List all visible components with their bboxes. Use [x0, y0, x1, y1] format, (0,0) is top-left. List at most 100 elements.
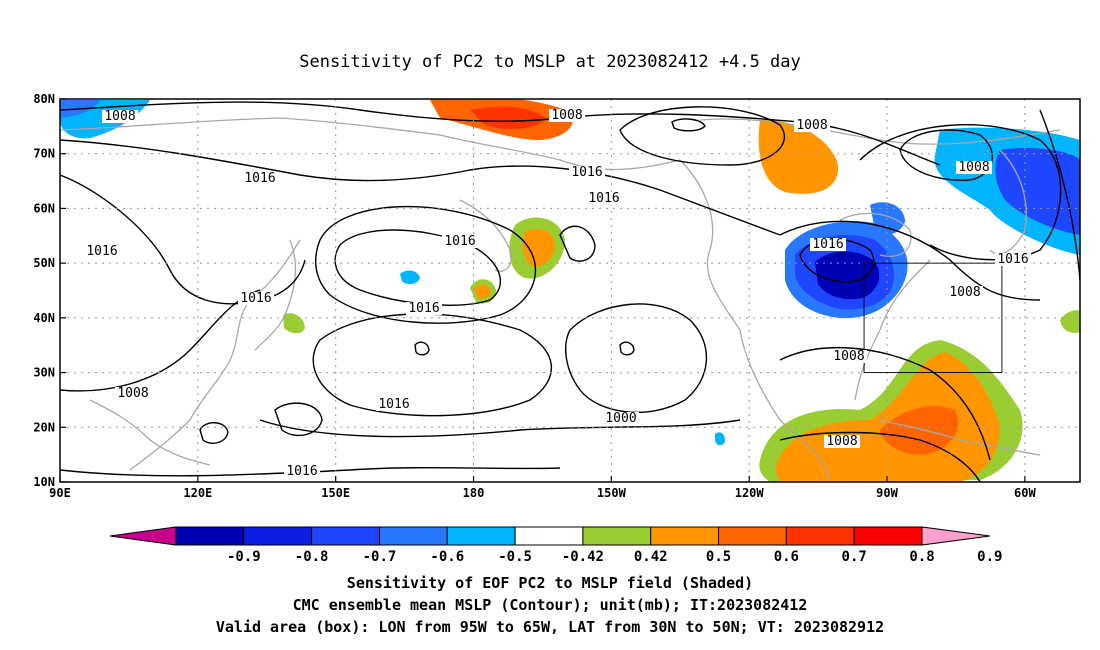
- contour-label: 1008: [104, 109, 135, 124]
- coastline-japan: [254, 239, 297, 351]
- coastlines: [60, 117, 1061, 481]
- contour-label-bg: [442, 235, 478, 248]
- coastline-kamchatka: [459, 199, 512, 272]
- contour-label-bg: [831, 350, 867, 363]
- map-frame: [59, 98, 1081, 483]
- positive-region-gulf-inner: [880, 406, 959, 455]
- contour-label: 1016: [408, 301, 439, 316]
- contour-1016-east-canada: [779, 220, 1041, 301]
- contour-label: 1000: [605, 411, 636, 426]
- axis-ticks: 90E 120E 150E 180 150W 120W 90W 60W 80N 70N 60N 50N…: [33, 92, 1036, 500]
- contour-label-bg: [238, 292, 274, 305]
- contour-1016-atlantic: [1039, 109, 1080, 281]
- colorbar-segment: [718, 526, 787, 546]
- gridlines: [60, 99, 1080, 482]
- contour-1016-aleutian: [314, 205, 537, 324]
- colorbar-tick-label: 0.6: [774, 549, 799, 565]
- contour-1008-tropical: [60, 467, 561, 477]
- negative-region-pacific-small: [400, 270, 420, 285]
- coastline-north-america: [739, 329, 831, 481]
- lon-tick-label: 120E: [183, 486, 212, 500]
- contour-label-bg: [995, 253, 1031, 266]
- contour-label: 1016: [244, 171, 275, 186]
- contour-label: 1016: [997, 252, 1028, 267]
- contour-label: 1016: [86, 244, 117, 259]
- contour-small-5: [671, 118, 706, 132]
- contour-label-bg: [569, 166, 605, 179]
- contour-label: 1008: [117, 386, 148, 401]
- positive-region-arctic-core: [470, 106, 545, 130]
- lat-tick-label: 10N: [33, 475, 55, 489]
- positive-region-kamchatka-core: [522, 228, 555, 267]
- colorbar-tick-label: -0.42: [562, 549, 604, 565]
- coastline-east-coast: [854, 259, 931, 401]
- colorbar-segment: [175, 526, 245, 546]
- contour-label: 1016: [444, 234, 475, 249]
- coastline-southeast-asia: [89, 399, 211, 466]
- contour-label-bg: [406, 302, 442, 315]
- mslp-contours: [60, 101, 1080, 482]
- colorbar-segment: [446, 526, 516, 546]
- contour-label-bg: [284, 465, 320, 478]
- colorbar-tick-label: 0.8: [909, 549, 934, 565]
- colorbar-segment: [582, 526, 652, 546]
- colorbar-segment: [378, 526, 448, 546]
- caption-line: CMC ensemble mean MSLP (Contour); unit(m…: [293, 596, 808, 614]
- contour-label-bg: [824, 435, 860, 448]
- lon-tick-label: 90W: [876, 486, 898, 500]
- contour-1008-asia: [60, 289, 261, 392]
- lat-tick-label: 50N: [33, 256, 55, 270]
- contour-1008-gulf: [779, 431, 981, 482]
- contour-label: 1016: [378, 397, 409, 412]
- lon-tick-label: 90E: [49, 486, 71, 500]
- valid-area-box: [863, 262, 1003, 374]
- contour-label-bg: [956, 161, 992, 174]
- contour-label-bg: [115, 387, 151, 400]
- contour-label: 1008: [958, 160, 989, 175]
- contour-small-3: [619, 341, 635, 356]
- positive-region-alaska: [758, 119, 839, 194]
- contour-1008-aleutian: [334, 229, 501, 306]
- contour-label-bg: [102, 110, 138, 123]
- lat-tick-label: 70N: [33, 147, 55, 161]
- coastline-siberia: [60, 117, 561, 161]
- contour-small-2: [274, 402, 323, 437]
- contour-label-bg: [376, 398, 412, 411]
- contour-label: 1016: [240, 291, 271, 306]
- lon-tick-label: 180: [463, 486, 485, 500]
- map-panel: 1008 1008 1016 1016 1016 1016 1008 1016 1016 1016…: [59, 98, 1081, 483]
- contour-1016-north: [60, 139, 781, 236]
- contour-1008-arctic: [60, 101, 941, 166]
- contour-label-bg: [947, 286, 983, 299]
- contour-label-bg: [586, 192, 622, 205]
- contour-1008-canada: [859, 124, 1062, 261]
- colorbar-tick-label: 0.7: [842, 549, 867, 565]
- colorbar-segment: [243, 526, 313, 546]
- colorbar-segment: [785, 526, 855, 546]
- contour-label: 1008: [833, 349, 864, 364]
- colorbar-tick-label: 0.5: [706, 549, 731, 565]
- positive-region-pacific-core: [474, 284, 491, 299]
- contour-1016-east-pacific: [565, 303, 708, 414]
- lat-tick-label: 40N: [33, 311, 55, 325]
- colorbar-tick-label: 0.42: [634, 549, 668, 565]
- contour-1016-mid-pacific-low: [559, 225, 596, 262]
- contour-1008-beaufort: [619, 106, 786, 166]
- lat-tick-label: 60N: [33, 201, 55, 215]
- contour-label: 1008: [949, 285, 980, 300]
- coastline-caribbean: [879, 419, 1041, 456]
- contour-label: 1008: [826, 434, 857, 449]
- contour-label-bg: [603, 412, 639, 425]
- contour-label: 1016: [588, 191, 619, 206]
- contour-label: 1008: [551, 108, 582, 123]
- caption-line: Sensitivity of EOF PC2 to MSLP field (Sh…: [347, 574, 753, 592]
- contour-label: 1016: [812, 237, 843, 252]
- figure-title: Sensitivity of PC2 to MSLP at 2023082412…: [299, 52, 801, 72]
- contour-small-1: [199, 422, 229, 444]
- sensitivity-shading: [60, 99, 1080, 482]
- coastline-hudson-bay: [839, 212, 912, 257]
- lon-tick-label: 150W: [597, 486, 627, 500]
- contour-label-bg: [242, 172, 278, 185]
- coastline-canada-arctic: [699, 118, 1061, 145]
